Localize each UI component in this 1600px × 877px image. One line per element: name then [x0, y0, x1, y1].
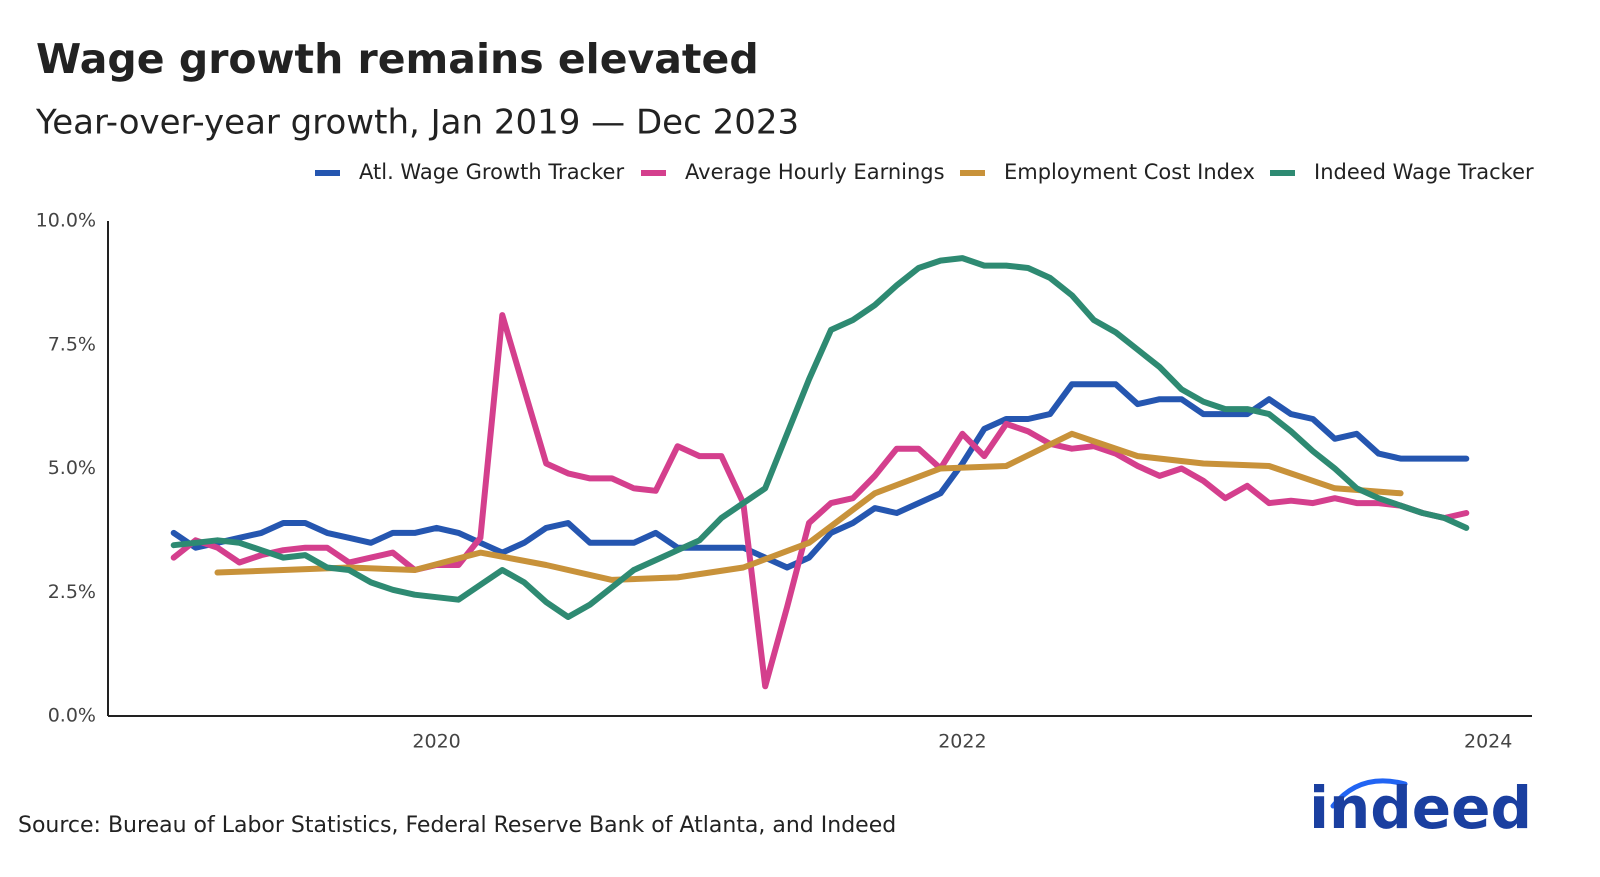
series-line — [170, 312, 1470, 690]
logo-arc — [1330, 778, 1408, 809]
y-tick-label: 7.5% — [48, 333, 96, 355]
legend-label: Employment Cost Index — [1004, 160, 1255, 184]
x-tick-label: 2022 — [938, 731, 986, 753]
y-tick-label: 2.5% — [48, 581, 96, 603]
series-line — [170, 381, 1470, 571]
legend-label: Indeed Wage Tracker — [1314, 160, 1534, 184]
x-tick-label: 2020 — [412, 731, 460, 753]
chart-title: Wage growth remains elevated — [36, 35, 759, 83]
source-note: Source: Bureau of Labor Statistics, Fede… — [18, 813, 896, 838]
legend-label: Average Hourly Earnings — [685, 160, 945, 184]
legend-label: Atl. Wage Growth Tracker — [359, 160, 624, 184]
y-tick-label: 0.0% — [48, 705, 96, 727]
y-tick-label: 5.0% — [48, 457, 96, 479]
x-tick-label: 2024 — [1464, 731, 1512, 753]
series-line — [214, 430, 1404, 583]
series-line — [170, 255, 1470, 620]
logo: indeed — [1309, 774, 1532, 842]
chart-subtitle: Year-over-year growth, Jan 2019 — Dec 20… — [35, 103, 799, 143]
y-tick-label: 10.0% — [36, 210, 96, 232]
